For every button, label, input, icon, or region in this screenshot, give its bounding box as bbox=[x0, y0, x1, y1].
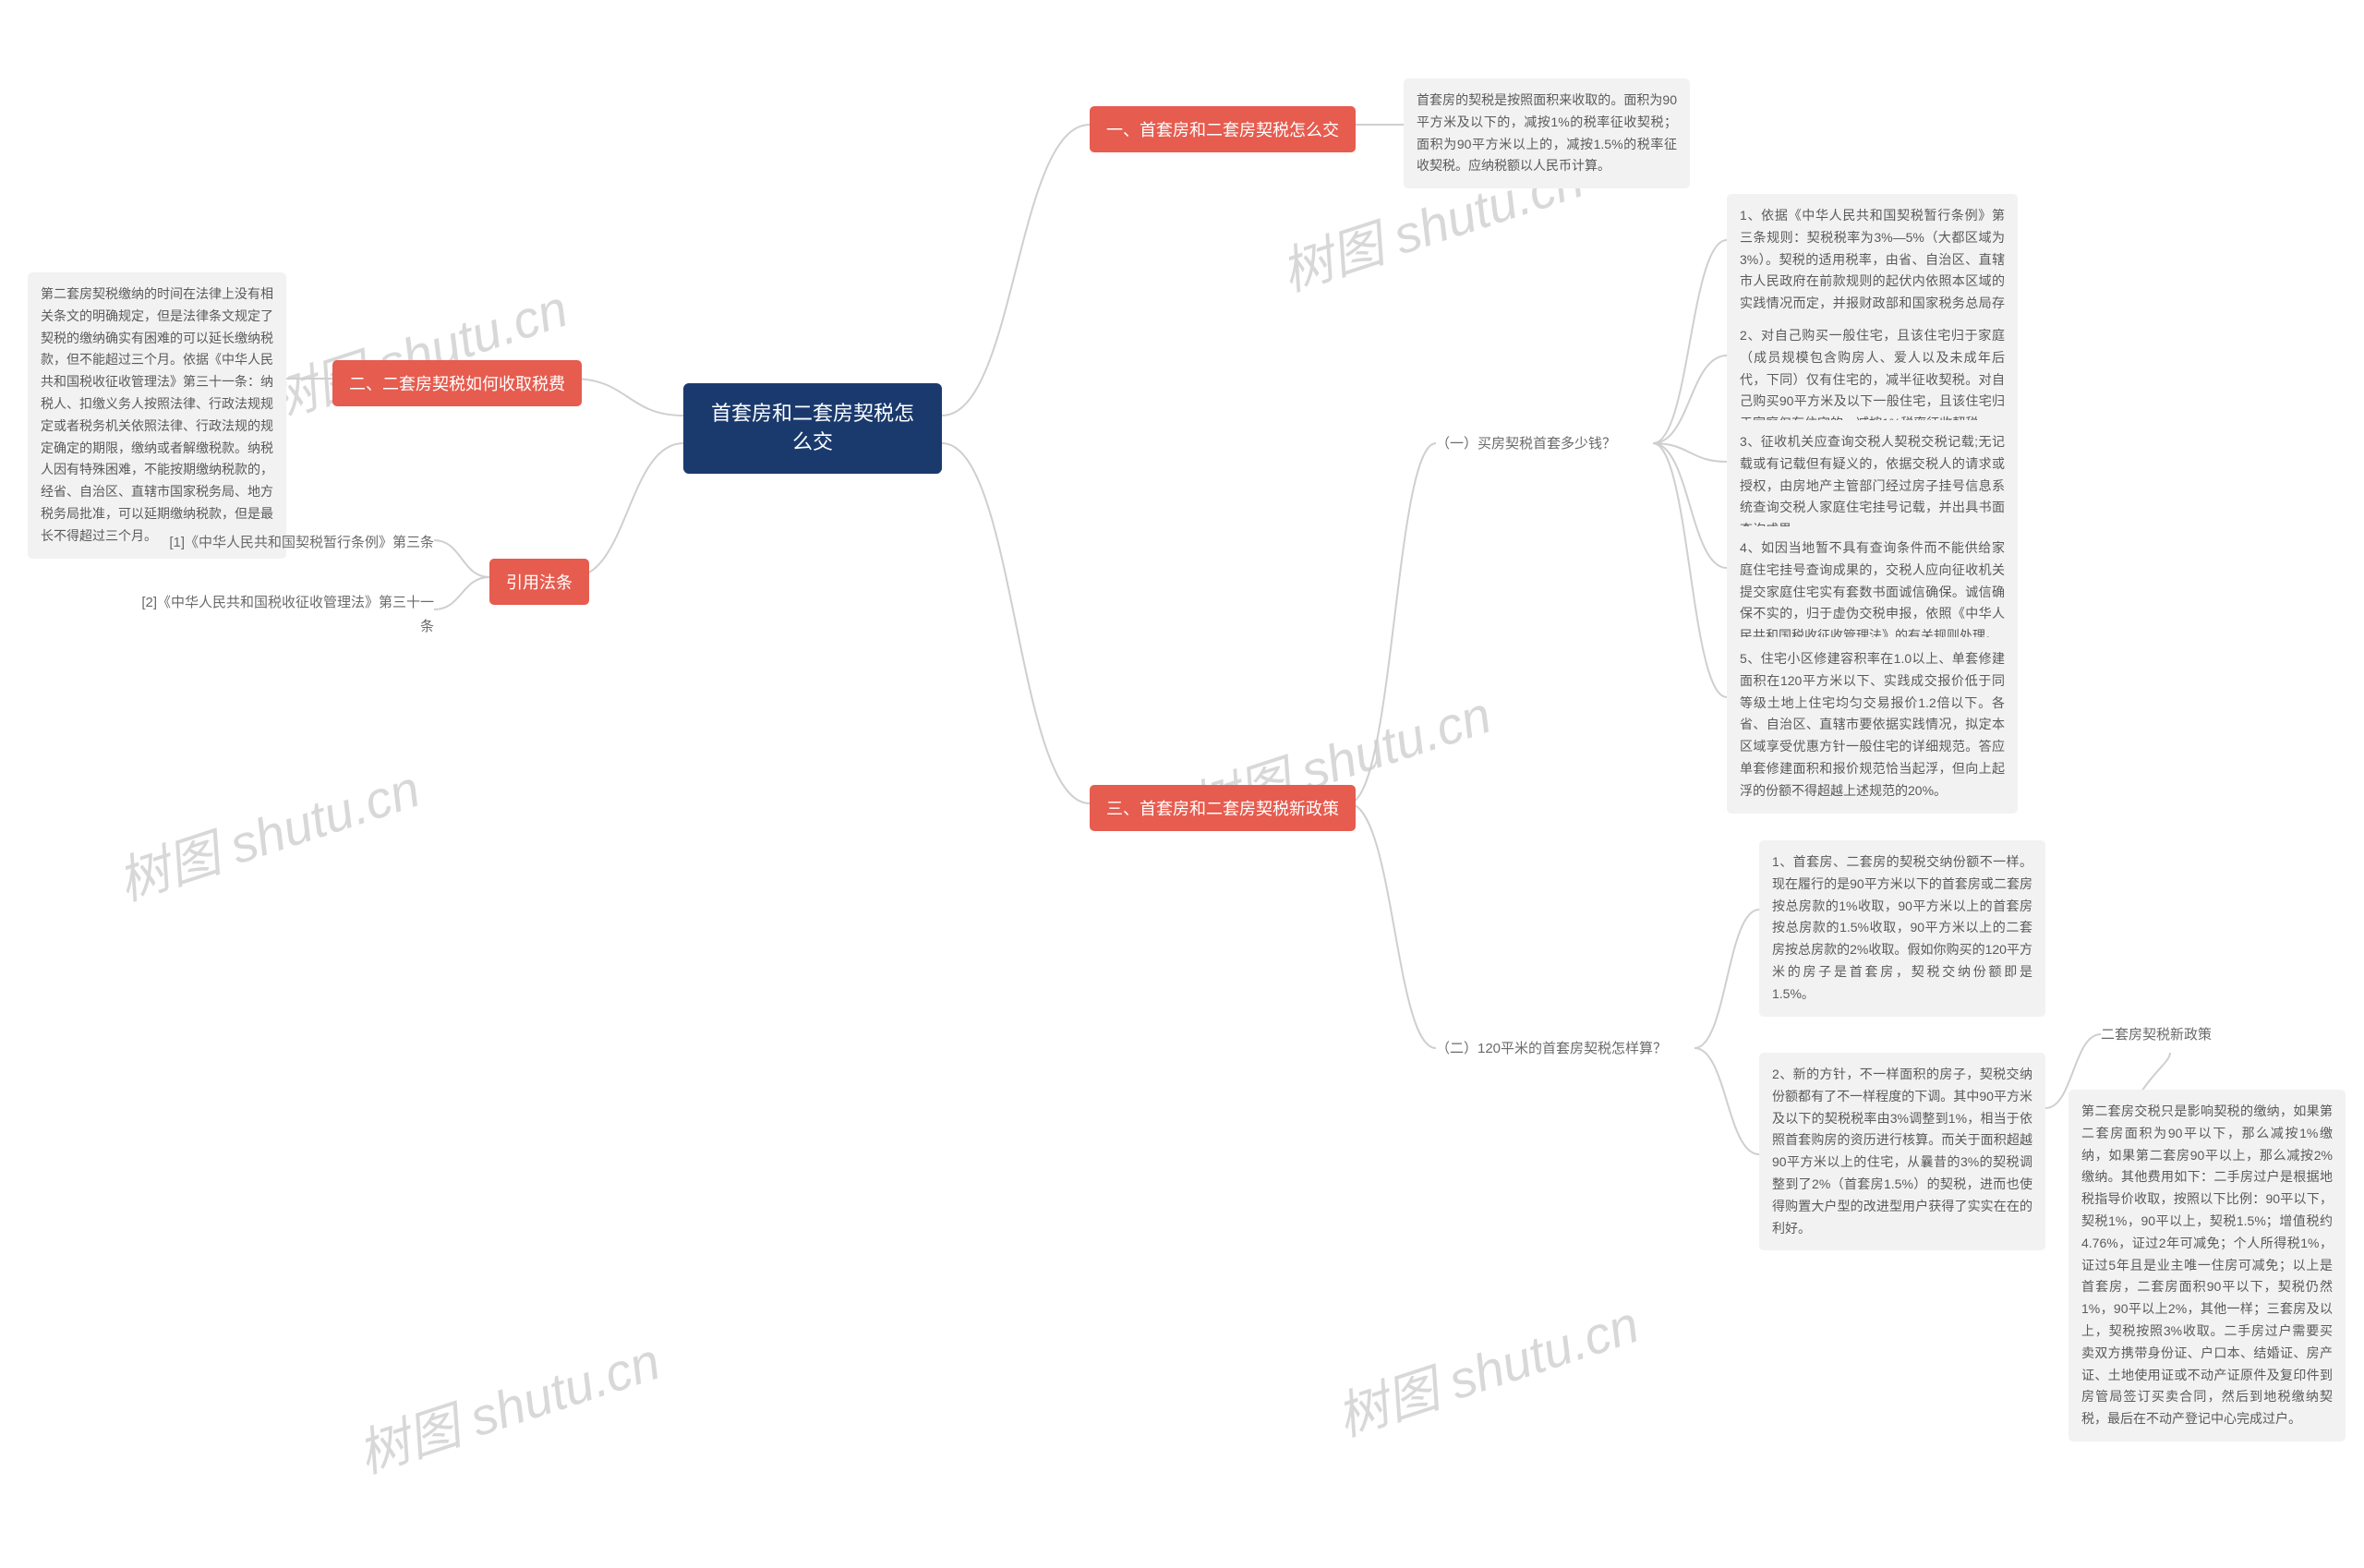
watermark: 树图 shutu.cn bbox=[255, 268, 576, 436]
branch-1: 一、首套房和二套房契税怎么交 bbox=[1090, 106, 1356, 152]
sub1-leaf-5: 5、住宅小区修建容积率在1.0以上、单套修建面积在120平方米以下、实践成交报价… bbox=[1727, 637, 2018, 814]
watermark: 树图 shutu.cn bbox=[1326, 1284, 1647, 1452]
root-node: 首套房和二套房契税怎么交 bbox=[683, 383, 942, 474]
watermark: 树图 shutu.cn bbox=[107, 748, 428, 916]
extra-body: 第二套房交税只是影响契税的缴纳，如果第二套房面积为90平以下，那么减按1%缴纳，… bbox=[2068, 1090, 2346, 1441]
watermark: 树图 shutu.cn bbox=[347, 1321, 669, 1489]
branch-3-sub1: （一）买房契税首套多少钱？ bbox=[1436, 432, 1616, 456]
sub2-leaf-1: 1、首套房、二套房的契税交纳份额不一样。现在履行的是90平方米以下的首套房或二套… bbox=[1759, 840, 2045, 1017]
branch-law: 引用法条 bbox=[489, 559, 589, 605]
law-item-2: [2]《中华人民共和国税收征收管理法》第三十一条 bbox=[129, 591, 434, 638]
branch-3-sub2: （二）120平米的首套房契税怎样算？ bbox=[1436, 1037, 1667, 1061]
branch-2: 二、二套房契税如何收取税费 bbox=[332, 360, 582, 406]
law-item-1: [1]《中华人民共和国契税暂行条例》第三条 bbox=[129, 531, 434, 555]
branch-2-leaf: 第二套房契税缴纳的时间在法律上没有相关条文的明确规定，但是法律条文规定了契税的缴… bbox=[28, 272, 286, 559]
extra-title: 二套房契税新政策 bbox=[2101, 1023, 2212, 1047]
branch-1-leaf: 首套房的契税是按照面积来收取的。面积为90平方米及以下的，减按1%的税率征收契税… bbox=[1404, 78, 1690, 188]
branch-3: 三、首套房和二套房契税新政策 bbox=[1090, 785, 1356, 831]
sub2-leaf-2: 2、新的方针，不一样面积的房子，契税交纳份额都有了不一样程度的下调。其中90平方… bbox=[1759, 1053, 2045, 1250]
